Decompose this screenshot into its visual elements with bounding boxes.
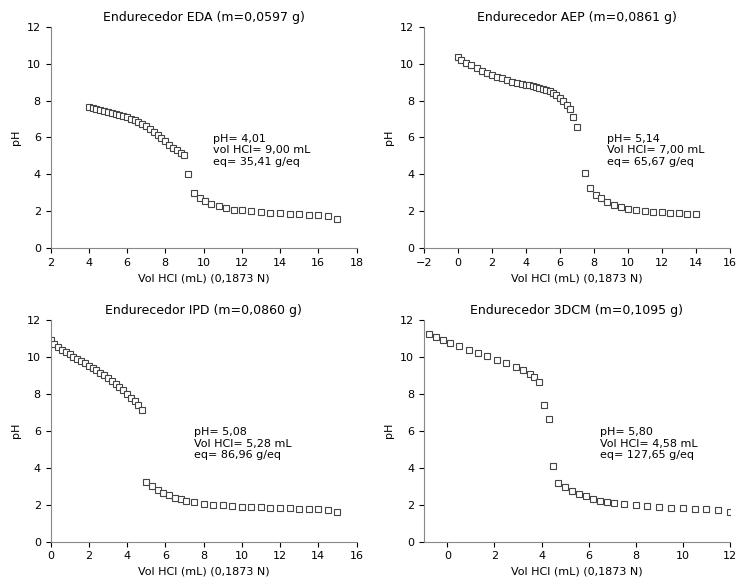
Y-axis label: pH: pH bbox=[11, 423, 21, 439]
X-axis label: Vol HCl (mL) (0,1873 N): Vol HCl (mL) (0,1873 N) bbox=[511, 567, 643, 577]
Text: pH= 5,14
Vol HCl= 7,00 mL
eq= 65,67 g/eq: pH= 5,14 Vol HCl= 7,00 mL eq= 65,67 g/eq bbox=[607, 134, 705, 167]
Text: pH= 5,08
Vol HCl= 5,28 mL
eq= 86,96 g/eq: pH= 5,08 Vol HCl= 5,28 mL eq= 86,96 g/eq bbox=[194, 427, 292, 460]
Text: pH= 4,01
vol HCl= 9,00 mL
eq= 35,41 g/eq: pH= 4,01 vol HCl= 9,00 mL eq= 35,41 g/eq bbox=[213, 134, 310, 167]
X-axis label: Vol HCl (mL) (0,1873 N): Vol HCl (mL) (0,1873 N) bbox=[138, 273, 269, 283]
Title: Endurecedor 3DCM (m=0,1095 g): Endurecedor 3DCM (m=0,1095 g) bbox=[470, 305, 684, 318]
Y-axis label: pH: pH bbox=[11, 130, 21, 145]
X-axis label: Vol HCl (mL) (0,1873 N): Vol HCl (mL) (0,1873 N) bbox=[138, 567, 269, 577]
X-axis label: Vol HCl (mL) (0,1873 N): Vol HCl (mL) (0,1873 N) bbox=[511, 273, 643, 283]
Y-axis label: pH: pH bbox=[384, 423, 394, 439]
Title: Endurecedor EDA (m=0,0597 g): Endurecedor EDA (m=0,0597 g) bbox=[102, 11, 304, 24]
Title: Endurecedor AEP (m=0,0861 g): Endurecedor AEP (m=0,0861 g) bbox=[477, 11, 677, 24]
Y-axis label: pH: pH bbox=[384, 130, 394, 145]
Text: pH= 5,80
Vol HCl= 4,58 mL
eq= 127,65 g/eq: pH= 5,80 Vol HCl= 4,58 mL eq= 127,65 g/e… bbox=[601, 427, 698, 460]
Title: Endurecedor IPD (m=0,0860 g): Endurecedor IPD (m=0,0860 g) bbox=[105, 305, 302, 318]
